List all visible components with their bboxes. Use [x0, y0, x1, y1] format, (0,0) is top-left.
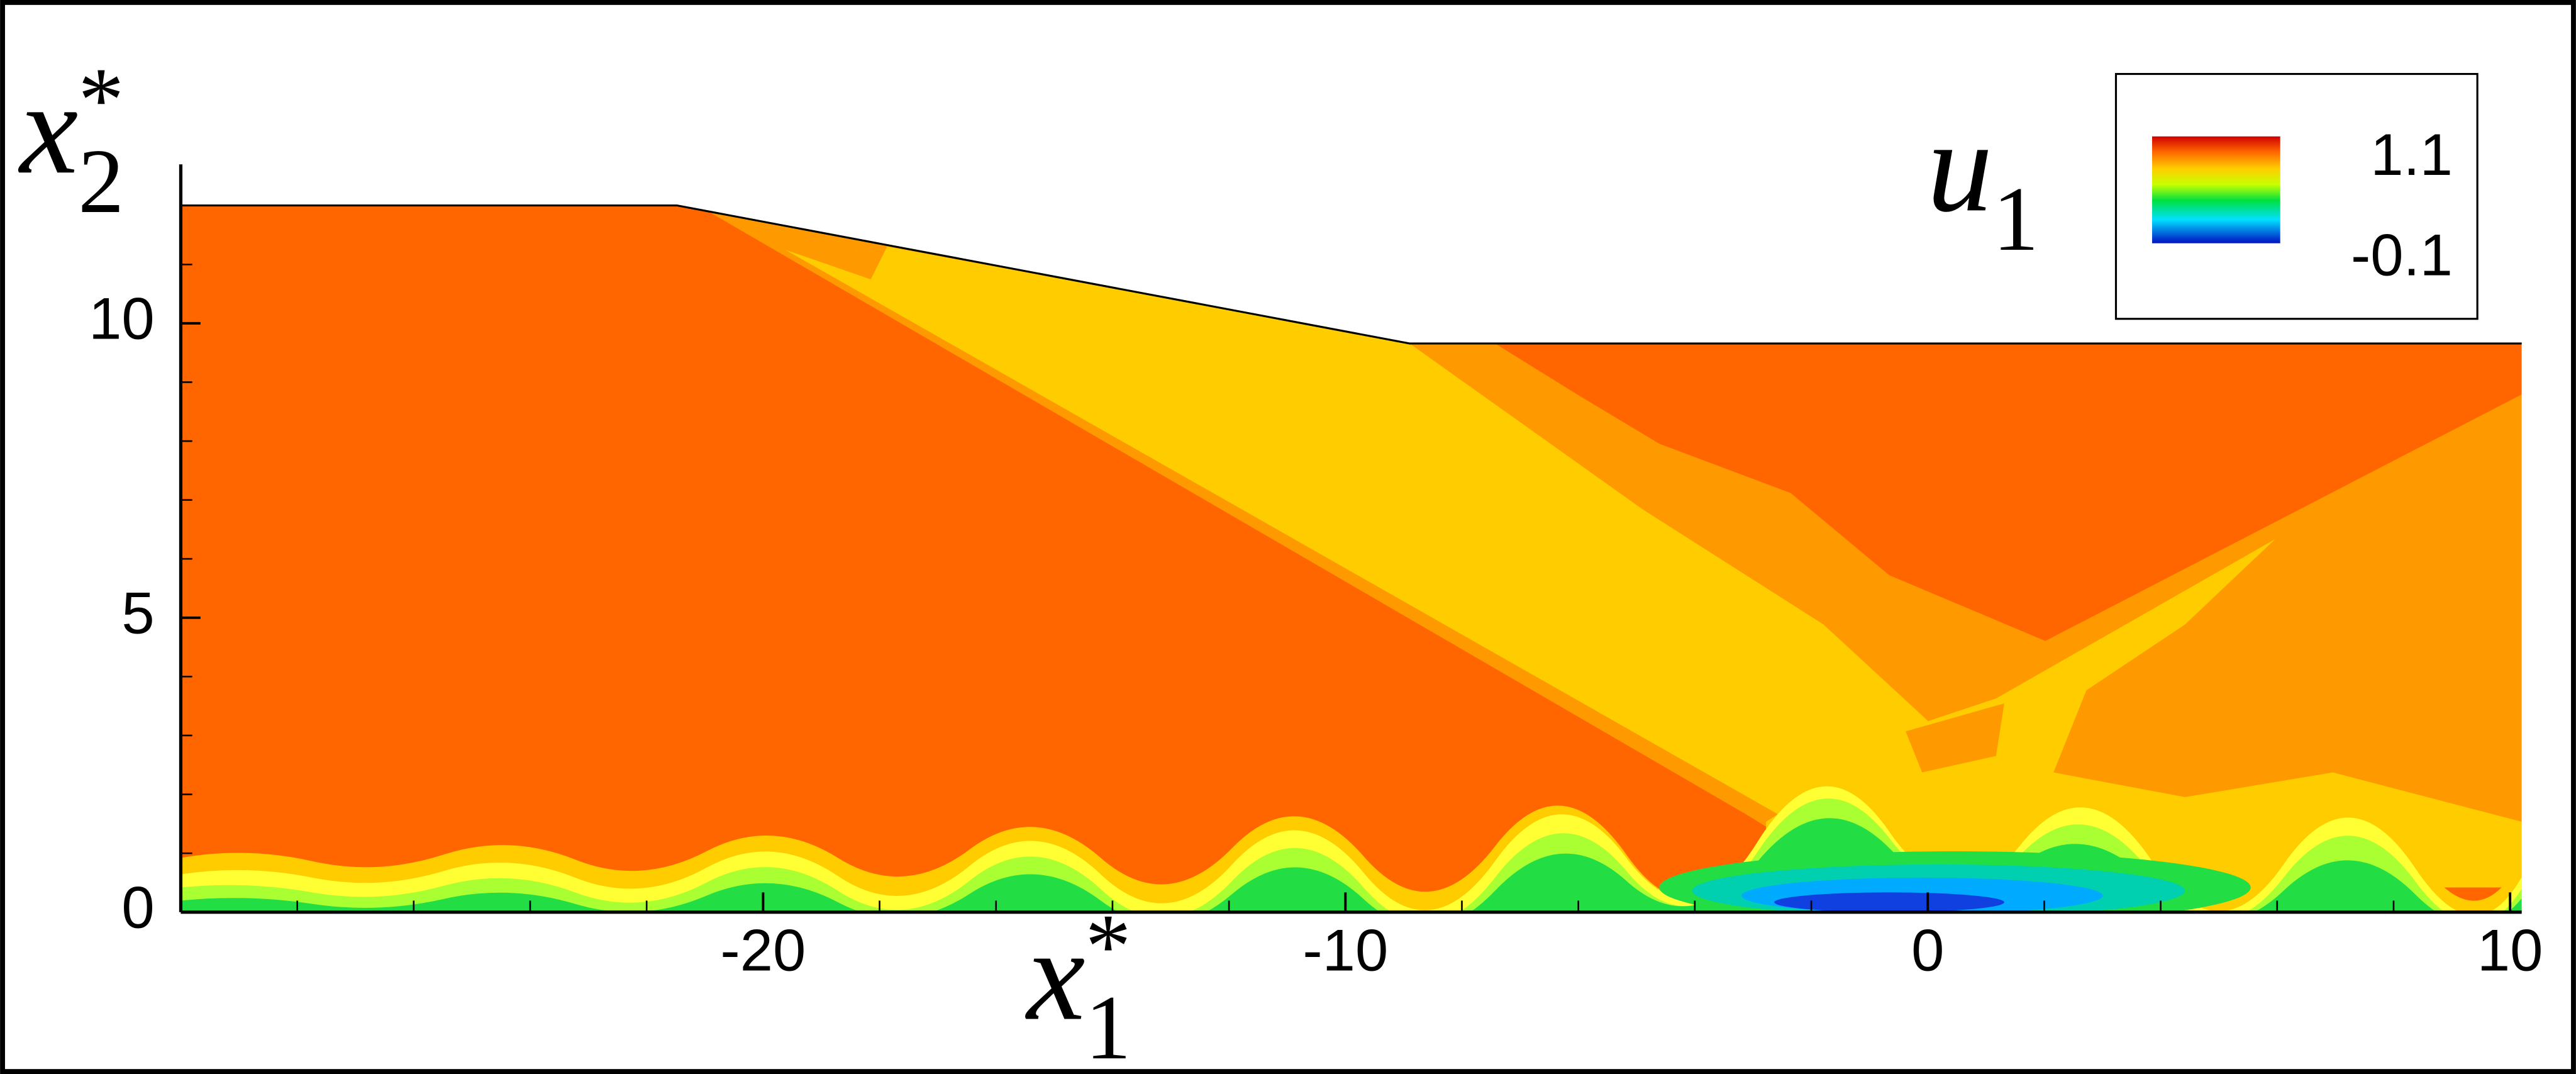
x-tick-label: -20 — [720, 917, 806, 983]
colorbar-label-sub: 1 — [1993, 168, 2039, 270]
x-axis-label-base: x — [1025, 902, 1085, 1048]
x-tick-label: -10 — [1302, 917, 1388, 983]
y-axis-label: x* 2 — [18, 48, 124, 232]
y-axis-label-base: x — [18, 56, 78, 201]
y-tick-label: 0 — [121, 875, 154, 941]
colorbar-tick-label: -0.1 — [2351, 222, 2453, 288]
colorbar-label-base: u — [1927, 94, 1992, 239]
x-tick-label: 0 — [1911, 917, 1944, 983]
x-axis-label: x* 1 — [1025, 895, 1131, 1074]
colorbar — [2151, 136, 2280, 243]
y-tick-label: 10 — [89, 286, 155, 352]
colorbar-label: u1 — [1927, 94, 2039, 270]
x-axis-label-sup: * — [1085, 895, 1131, 997]
colorbar-tick-label: 1.1 — [2370, 121, 2453, 187]
y-axis-label-sub: 2 — [78, 130, 124, 232]
y-axis-label-sup: * — [78, 48, 124, 150]
y-tick-label: 5 — [121, 580, 154, 646]
domain-boundary — [180, 204, 2522, 345]
x-tick-label: 10 — [2477, 917, 2543, 983]
x-axis-label-sub: 1 — [1085, 976, 1131, 1074]
